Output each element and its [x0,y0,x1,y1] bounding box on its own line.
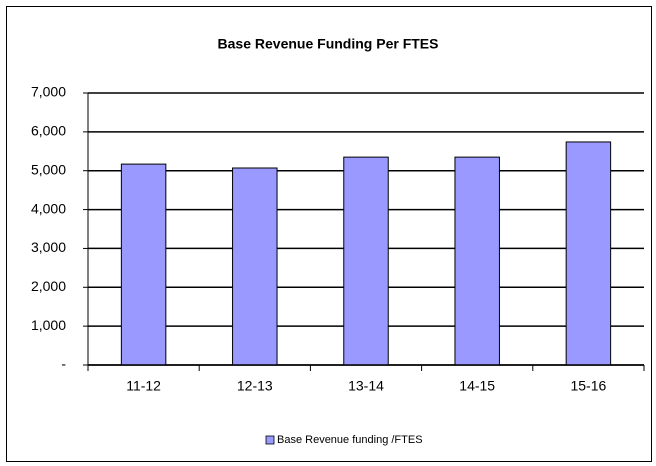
legend-swatch [265,435,275,445]
bar [120,163,167,366]
y-tick-label: 7,000 [31,84,66,100]
y-tick-label: 3,000 [31,239,66,255]
y-tick-label: 5,000 [31,161,66,177]
legend-label: Base Revenue funding /FTES [277,434,423,446]
chart-title: Base Revenue Funding Per FTES [218,36,439,52]
y-tick-label: 1,000 [31,317,66,333]
x-tick-label: 15-16 [570,378,606,394]
y-tick-label: - [61,356,66,372]
x-tick-label: 13-14 [348,378,384,394]
bar [343,156,389,366]
y-tick-label: 2,000 [31,278,66,294]
y-tick-label: 4,000 [31,200,66,216]
x-tick-label: 12-13 [237,378,273,394]
x-tick-label: 11-12 [126,378,161,394]
bar [565,141,612,366]
y-tick-label: 6,000 [31,123,66,139]
bar [454,156,500,366]
x-tick-label: 14-15 [459,378,495,394]
chart-border [6,6,652,462]
bar [232,167,278,366]
